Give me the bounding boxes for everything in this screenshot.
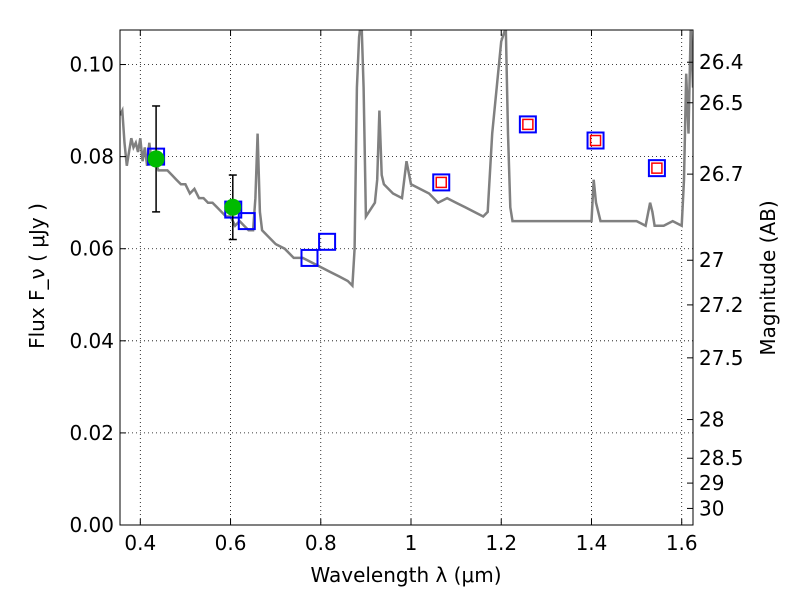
plot-frame	[119, 29, 694, 526]
y-tick-label: 0.06	[69, 237, 114, 261]
x-axis-ticks: 0.4 0.6 0.8 1 1.2 1.4 1.6	[124, 30, 698, 555]
x-tick-label: 1.6	[666, 531, 698, 555]
data-markers	[147, 105, 666, 267]
right-tick-label: 30	[699, 496, 724, 520]
model-square	[647, 159, 666, 178]
y-tick-label: 0.08	[69, 145, 114, 169]
x-tick-label: 0.8	[305, 531, 337, 555]
right-tick-label: 27.2	[699, 293, 744, 317]
model-square	[586, 131, 605, 150]
model-square	[432, 173, 451, 192]
y-axis-ticks: 0.00 0.02 0.04 0.06 0.08 0.10	[69, 53, 126, 537]
x-tick-label: 1.4	[576, 531, 608, 555]
right-tick-label: 27.5	[699, 346, 744, 370]
y-axis-label: Flux F_ν ( μJy )	[25, 203, 49, 349]
model-square	[237, 212, 256, 231]
right-tick-label: 27	[699, 248, 724, 272]
model-square	[518, 115, 537, 134]
right-tick-label: 26.7	[699, 162, 744, 186]
observed-point	[147, 150, 165, 168]
spectrum-polyline	[120, 30, 693, 289]
right-tick-label: 26.5	[699, 91, 744, 115]
y-tick-label: 0.04	[69, 329, 114, 353]
model-square	[300, 248, 319, 267]
model-square-inner	[651, 162, 663, 174]
right-tick-label: 26.4	[699, 50, 744, 74]
right-axis-label: Magnitude (AB)	[756, 200, 780, 355]
right-tick-label: 29	[699, 471, 724, 495]
spectrum-line	[120, 30, 693, 289]
x-axis-label: Wavelength λ (μm)	[310, 563, 501, 587]
x-tick-label: 0.4	[124, 531, 156, 555]
x-tick-label: 0.6	[215, 531, 247, 555]
y-tick-label: 0.10	[69, 53, 114, 77]
right-tick-label: 28.5	[699, 446, 744, 470]
model-square	[318, 232, 337, 251]
model-square-inner	[589, 134, 602, 147]
model-square-inner	[522, 118, 534, 131]
observed-point	[224, 198, 242, 216]
y-tick-label: 0.02	[69, 421, 114, 445]
plot-area	[120, 30, 693, 525]
y-tick-label: 0.00	[69, 513, 114, 537]
right-tick-label: 28	[699, 408, 724, 432]
grid	[120, 30, 693, 526]
model-square-inner	[435, 176, 447, 189]
x-tick-label: 1	[405, 531, 418, 555]
x-tick-label: 1.2	[485, 531, 517, 555]
